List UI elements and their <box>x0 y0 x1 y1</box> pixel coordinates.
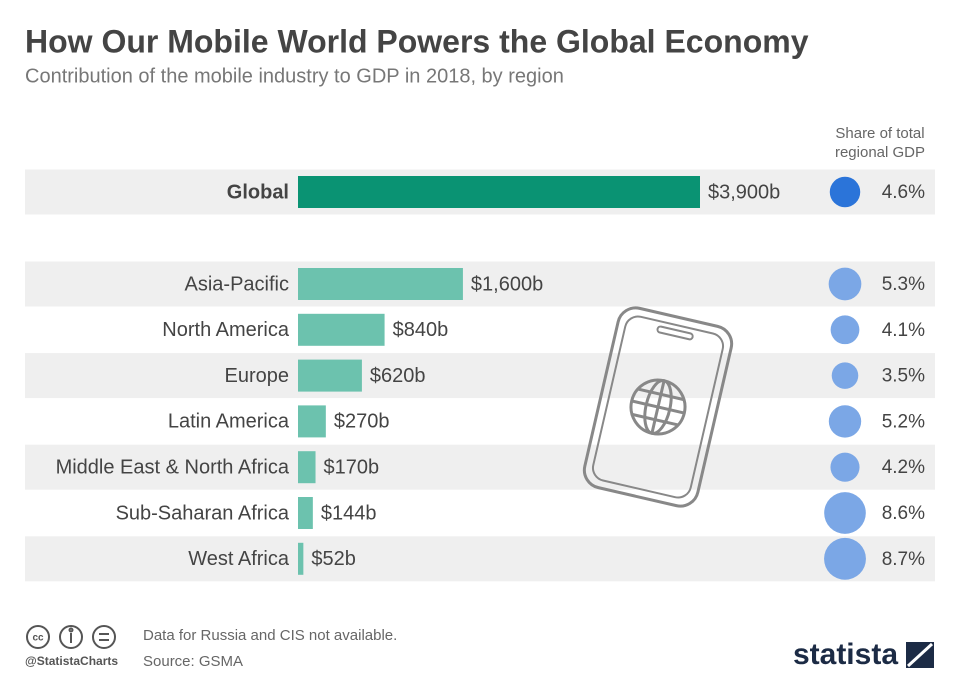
share-label: 5.2% <box>882 411 925 432</box>
share-label: 5.3% <box>882 274 925 295</box>
category-label: Europe <box>225 365 290 387</box>
share-label: 4.6% <box>882 182 925 203</box>
brand-logo: statista <box>793 638 898 671</box>
share-label: 8.7% <box>882 549 925 570</box>
share-bubble <box>830 315 860 345</box>
row-background <box>25 261 935 307</box>
share-bubble <box>824 492 866 534</box>
value-label: $170b <box>324 456 380 478</box>
bar <box>298 359 362 392</box>
share-bubble <box>830 452 860 482</box>
category-label: West Africa <box>188 548 290 570</box>
category-label: Middle East & North Africa <box>56 456 290 478</box>
share-bubble <box>829 176 861 208</box>
share-label: 4.2% <box>882 457 925 478</box>
value-label: $270b <box>334 411 390 433</box>
chart-subtitle: Contribution of the mobile industry to G… <box>25 65 564 87</box>
source: Source: GSMA <box>143 653 243 670</box>
share-bubble <box>828 267 862 301</box>
bar <box>298 268 463 300</box>
cc-icons <box>26 625 116 649</box>
phone-outline <box>582 306 734 508</box>
row-background <box>25 353 935 399</box>
phone-icon <box>582 306 734 508</box>
brand-mark <box>906 642 934 668</box>
rows <box>25 169 935 582</box>
share-bubble <box>824 537 866 580</box>
bar <box>298 542 304 575</box>
share-header: Share of total regional GDP <box>834 125 926 161</box>
value-label: $52b <box>311 548 356 570</box>
share-label: 8.6% <box>882 503 925 524</box>
phone-screen <box>591 315 725 499</box>
share-bubble <box>831 362 859 389</box>
phone-speaker <box>656 325 694 341</box>
bar <box>298 451 316 484</box>
value-label: $144b <box>321 502 377 524</box>
bar <box>298 405 326 438</box>
globe <box>629 378 687 436</box>
share-bubble <box>828 405 862 438</box>
bar <box>298 176 700 208</box>
category-label: Sub-Saharan Africa <box>116 502 290 524</box>
row-background <box>25 536 935 582</box>
category-label: Latin America <box>168 411 290 433</box>
bar <box>298 497 313 529</box>
note: Data for Russia and CIS not available. <box>143 627 397 644</box>
share-label: 3.5% <box>882 366 925 387</box>
row-background <box>25 444 935 490</box>
handle: @StatistaCharts <box>25 654 118 668</box>
category-label: North America <box>162 319 290 341</box>
category-label: Global <box>227 181 289 203</box>
value-label: $1,600b <box>471 273 543 295</box>
value-label: $3,900b <box>708 181 780 203</box>
value-label: $620b <box>370 365 426 387</box>
value-label: $840b <box>393 319 449 341</box>
bar <box>298 313 385 346</box>
share-label: 4.1% <box>882 320 925 341</box>
cc-label: cc <box>32 633 44 644</box>
chart-title: How Our Mobile World Powers the Global E… <box>25 23 809 59</box>
category-label: Asia-Pacific <box>185 273 289 295</box>
